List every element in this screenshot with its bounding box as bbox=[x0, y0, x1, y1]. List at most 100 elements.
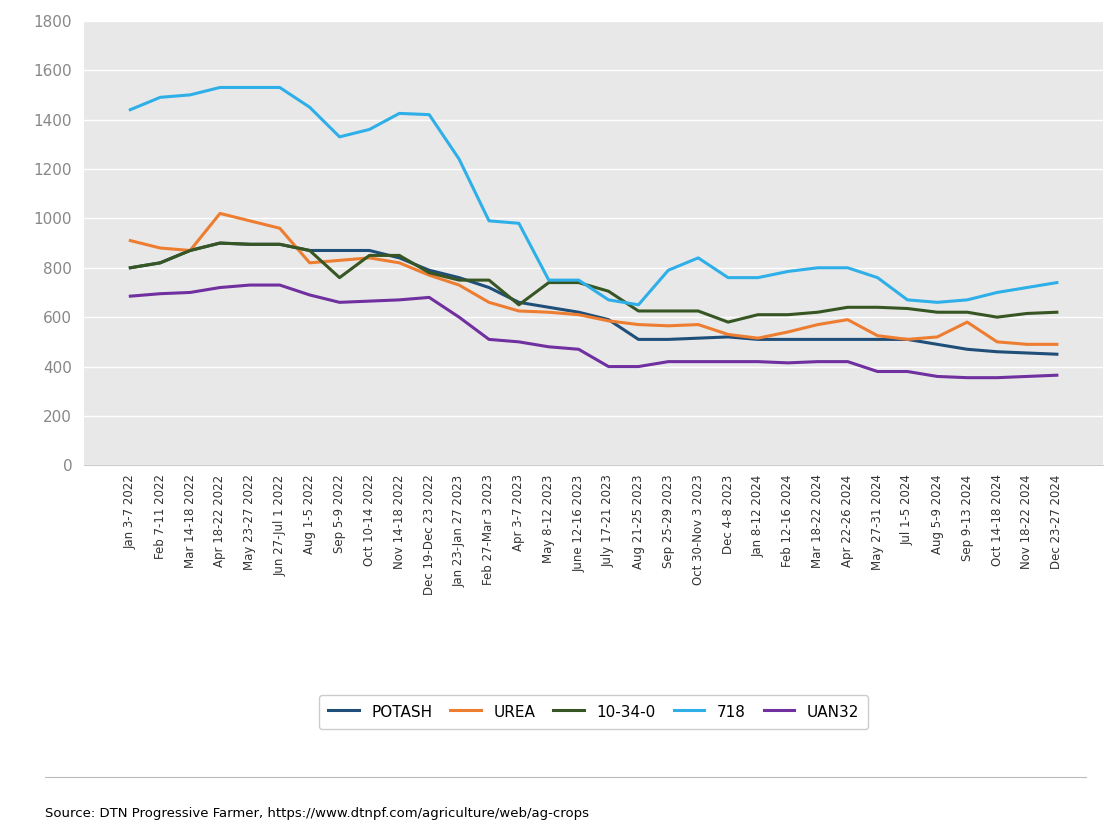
10-34-0 bbox=[900, 303, 914, 313]
UREA bbox=[961, 317, 974, 327]
POTASH bbox=[601, 315, 615, 325]
718 bbox=[184, 90, 197, 100]
UREA bbox=[752, 333, 765, 343]
10-34-0 bbox=[243, 239, 256, 249]
POTASH bbox=[123, 263, 137, 273]
POTASH bbox=[302, 245, 316, 255]
UREA bbox=[302, 258, 316, 268]
POTASH bbox=[931, 339, 944, 349]
UAN32 bbox=[752, 356, 765, 366]
UREA bbox=[572, 310, 586, 320]
718 bbox=[961, 295, 974, 305]
718 bbox=[931, 297, 944, 307]
10-34-0 bbox=[512, 300, 525, 310]
718 bbox=[452, 154, 466, 164]
718 bbox=[871, 273, 885, 283]
UAN32 bbox=[213, 283, 226, 293]
UAN32 bbox=[811, 356, 824, 366]
UAN32 bbox=[990, 372, 1004, 382]
UAN32 bbox=[512, 337, 525, 347]
718 bbox=[333, 132, 346, 142]
10-34-0 bbox=[422, 268, 436, 278]
UREA bbox=[512, 306, 525, 316]
POTASH bbox=[333, 245, 346, 255]
718 bbox=[393, 108, 407, 118]
POTASH bbox=[691, 333, 704, 343]
POTASH bbox=[961, 344, 974, 354]
10-34-0 bbox=[572, 278, 586, 288]
POTASH bbox=[153, 258, 167, 268]
UAN32 bbox=[662, 356, 675, 366]
718 bbox=[123, 105, 137, 115]
POTASH bbox=[900, 334, 914, 344]
10-34-0 bbox=[632, 306, 645, 316]
UAN32 bbox=[302, 290, 316, 300]
POTASH bbox=[1020, 348, 1034, 358]
718 bbox=[721, 273, 735, 283]
UREA bbox=[1020, 339, 1034, 349]
POTASH bbox=[483, 283, 496, 293]
UREA bbox=[601, 316, 615, 326]
UAN32 bbox=[931, 371, 944, 381]
Text: Source: DTN Progressive Farmer, https://www.dtnpf.com/agriculture/web/ag-crops: Source: DTN Progressive Farmer, https://… bbox=[45, 807, 589, 820]
10-34-0 bbox=[931, 307, 944, 317]
718 bbox=[811, 263, 824, 273]
10-34-0 bbox=[752, 310, 765, 320]
UREA bbox=[273, 224, 287, 234]
10-34-0 bbox=[452, 275, 466, 285]
UAN32 bbox=[333, 297, 346, 307]
POTASH bbox=[572, 307, 586, 317]
UREA bbox=[542, 307, 556, 317]
Line: POTASH: POTASH bbox=[130, 243, 1057, 354]
718 bbox=[691, 253, 704, 263]
10-34-0 bbox=[333, 273, 346, 283]
POTASH bbox=[632, 334, 645, 344]
10-34-0 bbox=[483, 275, 496, 285]
UAN32 bbox=[542, 342, 556, 352]
718 bbox=[243, 82, 256, 92]
718 bbox=[1051, 278, 1064, 288]
718 bbox=[273, 82, 287, 92]
UAN32 bbox=[691, 356, 704, 366]
POTASH bbox=[393, 253, 407, 263]
UREA bbox=[153, 243, 167, 253]
POTASH bbox=[542, 302, 556, 312]
UAN32 bbox=[184, 288, 197, 297]
10-34-0 bbox=[184, 245, 197, 255]
Line: 10-34-0: 10-34-0 bbox=[130, 243, 1057, 322]
718 bbox=[900, 295, 914, 305]
718 bbox=[990, 288, 1004, 297]
UAN32 bbox=[1051, 371, 1064, 381]
10-34-0 bbox=[811, 307, 824, 317]
UREA bbox=[931, 332, 944, 342]
UAN32 bbox=[721, 356, 735, 366]
UAN32 bbox=[961, 372, 974, 382]
UAN32 bbox=[273, 280, 287, 290]
UREA bbox=[123, 236, 137, 246]
10-34-0 bbox=[601, 286, 615, 296]
UREA bbox=[632, 320, 645, 330]
10-34-0 bbox=[781, 310, 794, 320]
UREA bbox=[363, 253, 376, 263]
Legend: POTASH, UREA, 10-34-0, 718, UAN32: POTASH, UREA, 10-34-0, 718, UAN32 bbox=[319, 696, 868, 729]
Line: 718: 718 bbox=[130, 87, 1057, 305]
UREA bbox=[483, 297, 496, 307]
UAN32 bbox=[123, 291, 137, 301]
10-34-0 bbox=[961, 307, 974, 317]
718 bbox=[213, 82, 226, 92]
718 bbox=[153, 92, 167, 102]
UREA bbox=[422, 270, 436, 280]
POTASH bbox=[1051, 349, 1064, 359]
POTASH bbox=[871, 334, 885, 344]
718 bbox=[572, 275, 586, 285]
10-34-0 bbox=[990, 312, 1004, 322]
718 bbox=[483, 216, 496, 226]
POTASH bbox=[452, 273, 466, 283]
POTASH bbox=[662, 334, 675, 344]
UAN32 bbox=[243, 280, 256, 290]
POTASH bbox=[811, 334, 824, 344]
UREA bbox=[811, 320, 824, 330]
UAN32 bbox=[1020, 371, 1034, 381]
UREA bbox=[333, 255, 346, 265]
718 bbox=[632, 300, 645, 310]
